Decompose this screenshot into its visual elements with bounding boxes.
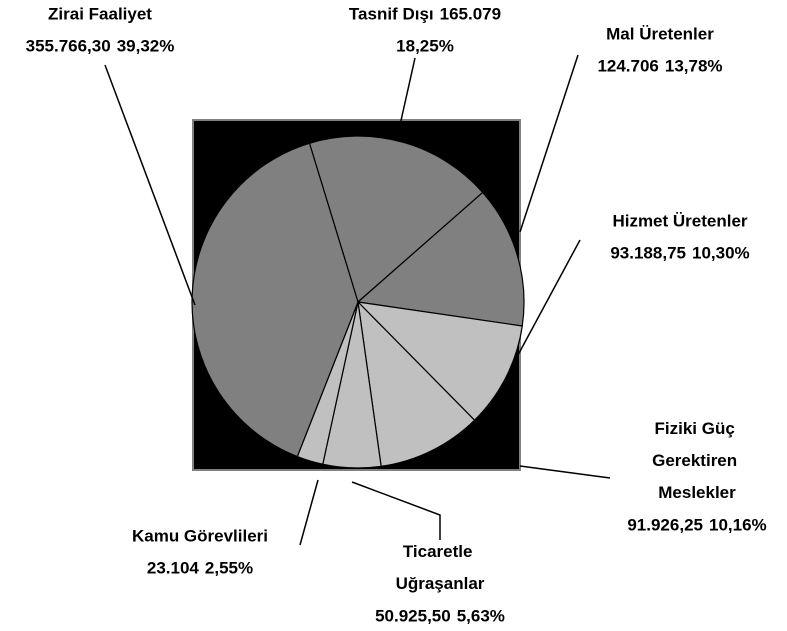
percent-label: 10,16% [709, 515, 767, 534]
leader-line [517, 239, 581, 356]
amount-label: 93.188,75 [610, 243, 686, 262]
slice-label: Fiziki Güç Gerektiren Meslekler [652, 419, 742, 502]
leader-line [399, 57, 416, 126]
percent-label: 39,32% [117, 36, 175, 55]
slice-label: Hizmet Üretenler [612, 211, 747, 230]
label-line: Ticaretle [403, 542, 477, 561]
pie-slice [356, 191, 525, 327]
pie-slice [308, 135, 484, 304]
leader-line [519, 54, 579, 233]
label-line: Meslekler [658, 483, 736, 502]
percent-label: 2,55% [205, 558, 253, 577]
slice-label: Mal Üretenler [606, 24, 714, 43]
leader-line [104, 64, 196, 306]
percent-label: 13,78% [665, 56, 723, 75]
amount-label: 50.925,50 [375, 606, 451, 625]
pie-slice [357, 300, 476, 468]
slice-label: Zirai Faaliyet [48, 4, 152, 23]
pie-slice [356, 301, 523, 422]
label-line: Uğraşanlar [396, 574, 485, 593]
slice-label: Kamu Görevlileri [132, 526, 268, 545]
amount-label: 165.079 [440, 4, 501, 23]
percent-label: 10,30% [692, 243, 750, 262]
slice-label: Tasnif Dışı [349, 4, 434, 23]
leader-line [519, 465, 611, 479]
slice-label: Ticaretle Uğraşanlar [396, 542, 485, 593]
amount-label: 124.706 [597, 56, 658, 75]
percent-label: 18,25% [396, 36, 454, 55]
amount-label: 91.926,25 [627, 515, 703, 534]
percent-label: 5,63% [457, 606, 505, 625]
amount-label: 23.104 [147, 558, 200, 577]
label-line: Gerektiren [652, 451, 742, 470]
leader-line [351, 481, 441, 540]
amount-label: 355.766,30 [26, 36, 111, 55]
label-line: Fiziki Güç [654, 419, 739, 438]
leader-line [299, 479, 319, 546]
